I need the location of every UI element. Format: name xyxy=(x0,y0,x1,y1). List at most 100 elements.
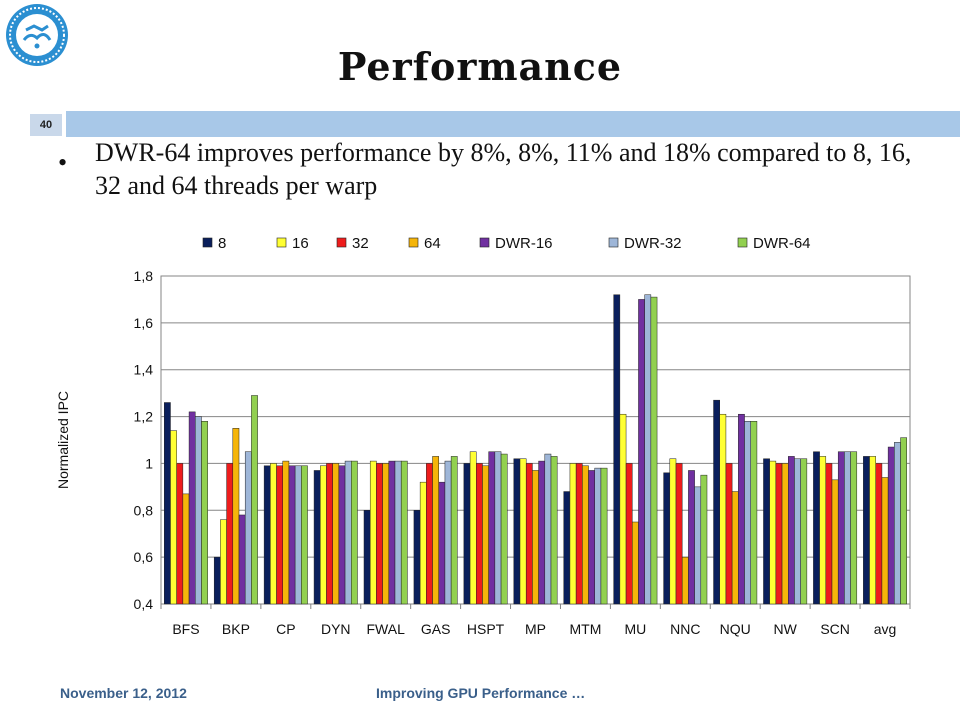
x-tick-label: HSPT xyxy=(467,621,505,637)
bar xyxy=(837,451,845,605)
y-tick-label: 1 xyxy=(145,455,153,471)
bar xyxy=(282,460,290,605)
bullet-marker: • xyxy=(58,148,68,177)
bar xyxy=(469,451,477,605)
bar xyxy=(382,463,390,605)
bar xyxy=(669,458,677,605)
bar xyxy=(344,460,352,605)
bar xyxy=(195,416,202,605)
bar xyxy=(488,451,496,605)
bar xyxy=(176,463,184,605)
bar xyxy=(182,493,190,605)
bar xyxy=(575,463,583,605)
bar xyxy=(863,456,870,605)
bar xyxy=(763,458,770,605)
bar xyxy=(881,477,889,605)
y-tick-label: 0,8 xyxy=(134,502,154,518)
y-tick-label: 1,6 xyxy=(134,315,154,331)
bar xyxy=(600,467,608,605)
bar xyxy=(419,481,427,605)
bar xyxy=(482,465,489,605)
bar xyxy=(263,465,271,605)
bar xyxy=(550,456,558,605)
bar xyxy=(532,470,539,605)
bar xyxy=(426,463,433,605)
bar xyxy=(619,413,627,605)
x-tick-label: NNC xyxy=(670,621,700,637)
bar xyxy=(563,491,571,605)
bar xyxy=(831,479,839,605)
bar xyxy=(494,451,502,605)
bar xyxy=(244,451,252,605)
bar xyxy=(201,421,208,605)
bar xyxy=(744,421,751,605)
bar xyxy=(688,470,695,605)
y-tick-label: 1,8 xyxy=(134,268,154,284)
legend-swatch xyxy=(202,237,213,248)
bar xyxy=(775,463,783,605)
bar xyxy=(681,556,689,605)
bar xyxy=(694,486,702,605)
bar xyxy=(875,463,883,605)
bar xyxy=(700,474,708,605)
bar xyxy=(400,460,408,605)
bar xyxy=(850,451,858,605)
bar xyxy=(663,472,671,605)
legend-label: DWR-64 xyxy=(753,235,811,252)
legend-swatch xyxy=(336,237,347,248)
bar xyxy=(288,465,296,605)
y-tick-label: 0,6 xyxy=(134,549,154,565)
bar xyxy=(731,491,739,605)
legend-swatch xyxy=(276,237,287,248)
bar xyxy=(500,453,508,605)
bar xyxy=(825,463,833,605)
bar xyxy=(332,463,340,605)
bar xyxy=(294,465,302,605)
y-tick-label: 0,4 xyxy=(134,596,154,612)
bar xyxy=(713,399,720,605)
bar xyxy=(638,299,645,605)
bar xyxy=(376,463,383,605)
slide-title: Performance xyxy=(337,44,623,89)
bar xyxy=(569,463,577,605)
bar xyxy=(544,453,552,605)
bar xyxy=(613,294,621,605)
bar xyxy=(800,458,808,605)
bar xyxy=(900,437,907,605)
bar xyxy=(781,463,789,605)
x-tick-label: SCN xyxy=(820,621,850,637)
x-tick-label: CP xyxy=(276,621,295,637)
bar xyxy=(650,296,658,605)
bar xyxy=(513,458,521,605)
x-tick-label: MU xyxy=(624,621,646,637)
legend-label: 32 xyxy=(352,235,369,252)
bar xyxy=(388,460,396,605)
bar xyxy=(813,451,820,605)
x-tick-label: BFS xyxy=(172,621,199,637)
footer-title: Improving GPU Performance … xyxy=(376,685,586,701)
bar xyxy=(476,463,483,605)
legend-swatch xyxy=(408,237,419,248)
legend-label: 64 xyxy=(424,235,441,252)
bar xyxy=(270,463,277,605)
x-tick-label: avg xyxy=(874,621,897,637)
bar xyxy=(164,402,171,605)
y-tick-label: 1,2 xyxy=(134,409,154,425)
bar xyxy=(432,456,439,605)
bullet-text: DWR-64 improves performance by 8%, 8%, 1… xyxy=(95,138,912,200)
bar xyxy=(313,470,321,605)
bar xyxy=(625,463,633,605)
bar xyxy=(525,463,533,605)
bar xyxy=(220,519,227,605)
legend-label: DWR-16 xyxy=(495,235,553,252)
bar xyxy=(588,470,595,605)
slide-number: 40 xyxy=(30,114,62,136)
bar xyxy=(213,556,221,605)
bar xyxy=(725,463,733,605)
x-tick-label: GAS xyxy=(421,621,451,637)
legend-swatch xyxy=(479,237,490,248)
university-logo-icon xyxy=(6,4,68,66)
bar xyxy=(644,294,652,605)
bar xyxy=(675,463,683,605)
legend-label: 8 xyxy=(218,235,226,252)
